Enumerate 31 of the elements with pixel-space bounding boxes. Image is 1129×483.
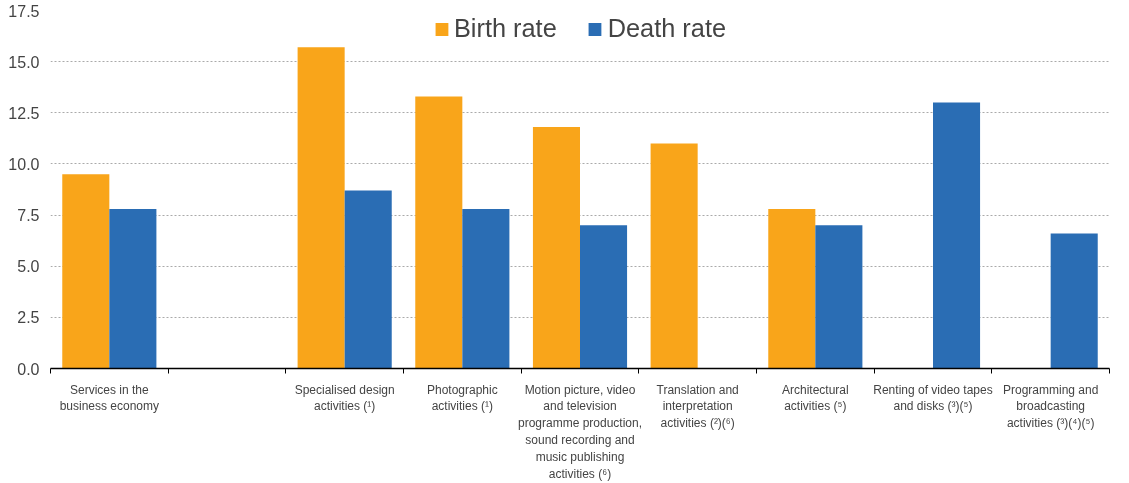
x-tick-label: Specialised design activities (¹) [294, 382, 395, 414]
y-tick-label: 7.5 [17, 207, 40, 225]
bar [815, 225, 863, 369]
y-tick-label: 5.0 [17, 258, 40, 276]
y-tick-label: 17.5 [8, 2, 40, 20]
legend-label: Death rate [607, 14, 727, 43]
x-tick-label: Translation and interpretation activities (²)(⁶) [656, 382, 739, 431]
x-tick-label: Programming and broadcasting activities (³)(⁴)(⁵) [1002, 382, 1099, 431]
bar [933, 102, 981, 369]
y-tick-label: 12.5 [8, 104, 40, 122]
x-tick-label: Photographic activities (¹) [426, 382, 498, 414]
bar [109, 208, 157, 369]
bar [62, 174, 110, 369]
x-tick-label: Renting of video tapes and disks (³)(⁵) [873, 382, 993, 414]
y-tick-label: 0.0 [17, 360, 40, 378]
bar [344, 190, 392, 369]
x-tick-label: Architectural activities (⁵) [781, 382, 849, 414]
x-tick-label: Services in the business economy [59, 382, 160, 414]
bar [297, 47, 345, 369]
y-tick-label: 2.5 [17, 309, 40, 327]
y-tick-label: 10.0 [8, 155, 40, 173]
bar [415, 96, 463, 369]
legend-label: Birth rate [453, 14, 557, 43]
bar [532, 127, 580, 369]
bar [768, 208, 816, 369]
bar [580, 225, 628, 369]
bar [462, 208, 510, 369]
y-tick-label: 15.0 [8, 53, 40, 71]
bar [1050, 233, 1098, 369]
bar [650, 143, 698, 369]
x-tick-label: Motion picture, video and television programme production, sound recording and music publishing activities (⁶) [517, 382, 643, 481]
